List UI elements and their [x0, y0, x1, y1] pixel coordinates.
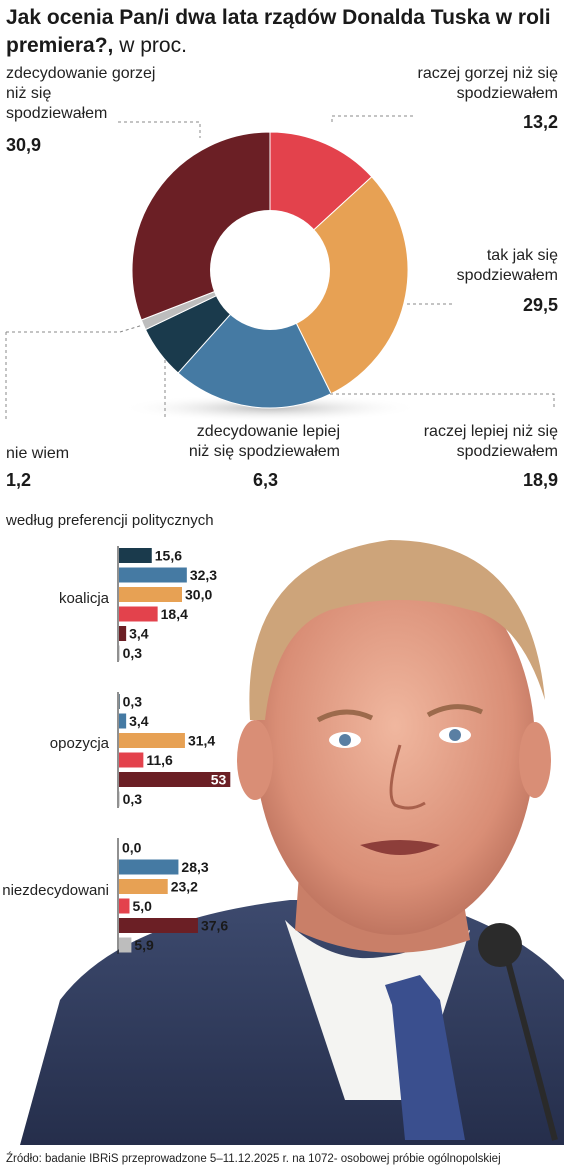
bar-label-opozycja-raczej-gorzej: 11,6 — [146, 752, 173, 768]
bar-koalicja-zdecydowanie-gorzej — [119, 626, 127, 641]
label-zdecydowanie-lepiej: zdecydowanie lepiej niż się spodziewałem — [188, 423, 340, 460]
label-tak-jak: tak jak się spodziewałem — [456, 247, 558, 284]
politician-photo — [20, 540, 564, 1145]
group-label-koalicja: koalicja — [58, 590, 109, 607]
bar-label-opozycja-nie-wiem: 0,3 — [123, 791, 143, 807]
bar-label-niezdecydowani-nie-wiem: 5,9 — [134, 937, 154, 953]
leader-lines — [5, 115, 555, 420]
bar-opozycja-nie-wiem — [119, 791, 120, 807]
title-main: Jak ocenia Pan/i dwa lata rządów Donalda… — [6, 6, 551, 57]
bar-label-koalicja-zdecydowanie-lepiej: 15,6 — [155, 548, 182, 564]
bar-koalicja-raczej-lepiej — [119, 567, 187, 583]
bar-label-koalicja-tak-jak: 30,0 — [185, 587, 212, 603]
bar-niezdecydowani-raczej-lepiej — [119, 859, 179, 875]
bar-label-opozycja-raczej-lepiej: 3,4 — [129, 713, 149, 729]
value-zdecydowanie-gorzej: 30,9 — [6, 135, 42, 155]
title-unit: w proc. — [113, 34, 187, 57]
bar-label-niezdecydowani-raczej-lepiej: 28,3 — [181, 859, 208, 875]
donut-chart — [5, 115, 555, 420]
bar-koalicja-tak-jak — [119, 587, 182, 602]
value-raczej-lepiej: 18,9 — [522, 470, 558, 490]
bar-label-niezdecydowani-zdecydowanie-gorzej: 37,6 — [201, 918, 228, 934]
bar-label-opozycja-zdecydowanie-lepiej: 0,3 — [123, 694, 143, 710]
slice-raczej-lepiej — [177, 269, 332, 409]
bar-koalicja-nie-wiem — [119, 645, 120, 661]
bar-chart-title: według preferencji politycznych — [6, 512, 214, 529]
bar-koalicja-zdecydowanie-lepiej — [119, 548, 152, 563]
group-label-opozycja: opozycja — [49, 735, 109, 752]
bar-label-koalicja-zdecydowanie-gorzej: 3,4 — [129, 626, 149, 642]
bar-label-opozycja-tak-jak: 31,4 — [188, 733, 215, 749]
bar-opozycja-zdecydowanie-lepiej — [119, 694, 120, 709]
bar-label-koalicja-raczej-lepiej: 32,3 — [190, 567, 217, 583]
bar-niezdecydowani-tak-jak — [119, 879, 168, 894]
bar-opozycja-raczej-gorzej — [119, 752, 144, 768]
group-label-niezdecydowani: niezdecydowani — [2, 882, 109, 899]
bar-marks: 15,6 32,3 30,0 18,4 3,4 0,3 0,3 3,4 31,4 11,6 53 0,… — [119, 548, 231, 953]
chart-title: Jak ocenia Pan/i dwa lata rządów Donalda… — [6, 4, 558, 60]
label-zdecydowanie-gorzej: zdecydowanie gorzej niż się spodziewałem — [6, 65, 156, 122]
bar-label-niezdecydowani-raczej-gorzej: 5,0 — [133, 898, 153, 914]
bar-niezdecydowani-raczej-gorzej — [119, 898, 130, 914]
bar-label-opozycja-zdecydowanie-gorzej: 53 — [211, 772, 227, 788]
bar-niezdecydowani-nie-wiem — [119, 937, 132, 953]
bar-opozycja-raczej-lepiej — [119, 713, 127, 729]
bar-chart: 15,6 32,3 30,0 18,4 3,4 0,3 0,3 3,4 31,4 11,6 53 0,… — [117, 546, 231, 954]
label-nie-wiem: nie wiem — [6, 445, 70, 462]
value-nie-wiem: 1,2 — [6, 470, 32, 490]
bar-label-niezdecydowani-zdecydowanie-lepiej: 0,0 — [122, 840, 142, 856]
source-note: Źródło: badanie IBRiS przeprowadzone 5–1… — [6, 1153, 501, 1165]
value-zdecydowanie-lepiej: 6,3 — [252, 470, 278, 490]
bar-label-koalicja-raczej-gorzej: 18,4 — [161, 606, 188, 622]
bar-label-niezdecydowani-tak-jak: 23,2 — [171, 879, 198, 895]
label-raczej-gorzej: raczej gorzej niż się spodziewałem — [417, 65, 559, 102]
bar-opozycja-tak-jak — [119, 733, 185, 748]
bar-koalicja-raczej-gorzej — [119, 606, 158, 622]
value-tak-jak: 29,5 — [522, 295, 558, 315]
value-raczej-gorzej: 13,2 — [522, 112, 558, 132]
donut-hole — [210, 210, 330, 330]
bar-opozycja-zdecydowanie-gorzej — [119, 772, 231, 787]
bar-label-koalicja-nie-wiem: 0,3 — [123, 645, 143, 661]
bar-niezdecydowani-zdecydowanie-gorzej — [119, 918, 198, 933]
label-raczej-lepiej: raczej lepiej niż się spodziewałem — [423, 423, 558, 460]
